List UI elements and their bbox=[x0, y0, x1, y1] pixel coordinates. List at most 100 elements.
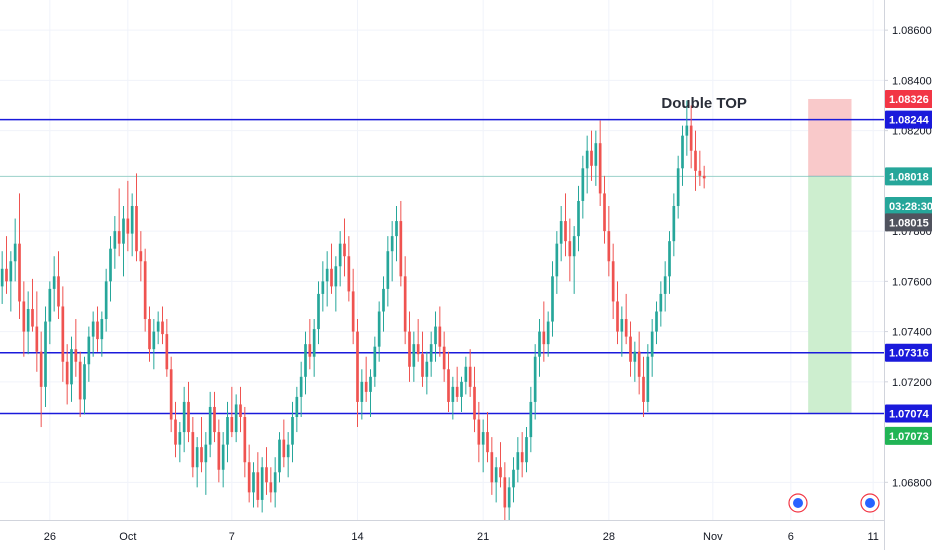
candle-body bbox=[326, 269, 329, 282]
candle-body bbox=[698, 171, 701, 176]
candle-body bbox=[512, 470, 515, 488]
candle-body bbox=[655, 311, 658, 331]
candle-body bbox=[625, 319, 628, 337]
candle-body bbox=[369, 377, 372, 392]
candle-body bbox=[395, 221, 398, 236]
candle-body bbox=[434, 327, 437, 345]
candle-body bbox=[629, 337, 632, 362]
candle-body bbox=[291, 417, 294, 445]
candle-body bbox=[174, 420, 177, 445]
candle-body bbox=[378, 311, 381, 346]
candle-body bbox=[620, 319, 623, 332]
candle-body bbox=[503, 477, 506, 507]
candle-body bbox=[334, 266, 337, 286]
candle-body bbox=[295, 397, 298, 417]
economic-event-icon[interactable] bbox=[789, 494, 807, 512]
x-tick-label: 7 bbox=[229, 531, 235, 543]
candle-body bbox=[590, 151, 593, 166]
candle-body bbox=[113, 231, 116, 249]
candle-body bbox=[165, 334, 168, 369]
candle-body bbox=[282, 440, 285, 458]
candle-body bbox=[490, 452, 493, 482]
candle-body bbox=[96, 322, 99, 340]
candle-body bbox=[443, 347, 446, 370]
candle-body bbox=[473, 387, 476, 420]
candle-body bbox=[48, 289, 51, 322]
candle-body bbox=[538, 332, 541, 357]
candle-body bbox=[681, 136, 684, 169]
candle-body bbox=[122, 219, 125, 244]
candle-body bbox=[248, 462, 251, 492]
candle-body bbox=[269, 482, 272, 492]
candle-body bbox=[521, 452, 524, 462]
candle-body bbox=[226, 417, 229, 445]
candle-body bbox=[469, 367, 472, 387]
x-tick-label: 21 bbox=[477, 531, 489, 543]
candle-body bbox=[486, 432, 489, 452]
candle-body bbox=[126, 219, 129, 234]
candle-body bbox=[317, 294, 320, 329]
y-tick-label: 1.07400 bbox=[892, 327, 932, 339]
candle-body bbox=[217, 432, 220, 470]
annotation-label: Double TOP bbox=[661, 95, 747, 112]
candle-body bbox=[161, 322, 164, 335]
candle-body bbox=[235, 404, 238, 432]
candle-body bbox=[573, 236, 576, 256]
candle-body bbox=[22, 301, 25, 331]
candle-body bbox=[417, 344, 420, 354]
candle-body bbox=[568, 241, 571, 256]
candle-body bbox=[560, 221, 563, 244]
economic-event-icon[interactable] bbox=[861, 494, 879, 512]
candle-body bbox=[278, 440, 281, 473]
stop-zone bbox=[808, 99, 851, 176]
candle-body bbox=[547, 322, 550, 345]
candle-body bbox=[213, 407, 216, 432]
candle-body bbox=[100, 319, 103, 339]
candle-body bbox=[265, 467, 268, 482]
price-tag-label: 1.08326 bbox=[889, 94, 929, 106]
price-tag-label: 1.07073 bbox=[889, 431, 929, 443]
candle-body bbox=[131, 206, 134, 234]
short-position-tool[interactable] bbox=[808, 99, 851, 414]
candle-body bbox=[534, 357, 537, 402]
candle-body bbox=[525, 437, 528, 462]
candle-body bbox=[594, 143, 597, 166]
candle-body bbox=[690, 126, 693, 151]
candle-body bbox=[508, 487, 511, 507]
candle-body bbox=[27, 309, 30, 332]
candle-body bbox=[313, 329, 316, 357]
candle-body bbox=[178, 432, 181, 445]
candle-body bbox=[542, 332, 545, 345]
candle-body bbox=[477, 420, 480, 445]
x-tick-label: Oct bbox=[119, 531, 136, 543]
candle-body bbox=[430, 344, 433, 362]
x-tick-label: 28 bbox=[603, 531, 615, 543]
x-tick-label: 6 bbox=[788, 531, 794, 543]
candle-body bbox=[118, 231, 121, 244]
candle-body bbox=[365, 382, 368, 392]
price-tag-label: 03:28:30 bbox=[889, 201, 932, 213]
candle-body bbox=[230, 417, 233, 432]
candle-body bbox=[222, 445, 225, 470]
candle-body bbox=[586, 151, 589, 169]
candle-body bbox=[87, 337, 90, 365]
candle-body bbox=[330, 269, 333, 287]
candle-body bbox=[44, 322, 47, 387]
candle-body bbox=[157, 322, 160, 332]
candle-body bbox=[581, 168, 584, 201]
candle-body bbox=[382, 289, 385, 312]
y-tick-label: 1.08400 bbox=[892, 75, 932, 87]
candle-body bbox=[209, 407, 212, 445]
candle-body bbox=[373, 347, 376, 377]
target-zone bbox=[808, 176, 851, 413]
candle-body bbox=[66, 362, 69, 385]
candle-body bbox=[152, 332, 155, 350]
candle-body bbox=[83, 364, 86, 399]
candle-body bbox=[612, 261, 615, 301]
flag-icon bbox=[865, 498, 875, 508]
candle-body bbox=[191, 432, 194, 467]
candle-body bbox=[261, 467, 264, 500]
candle-body bbox=[551, 276, 554, 321]
